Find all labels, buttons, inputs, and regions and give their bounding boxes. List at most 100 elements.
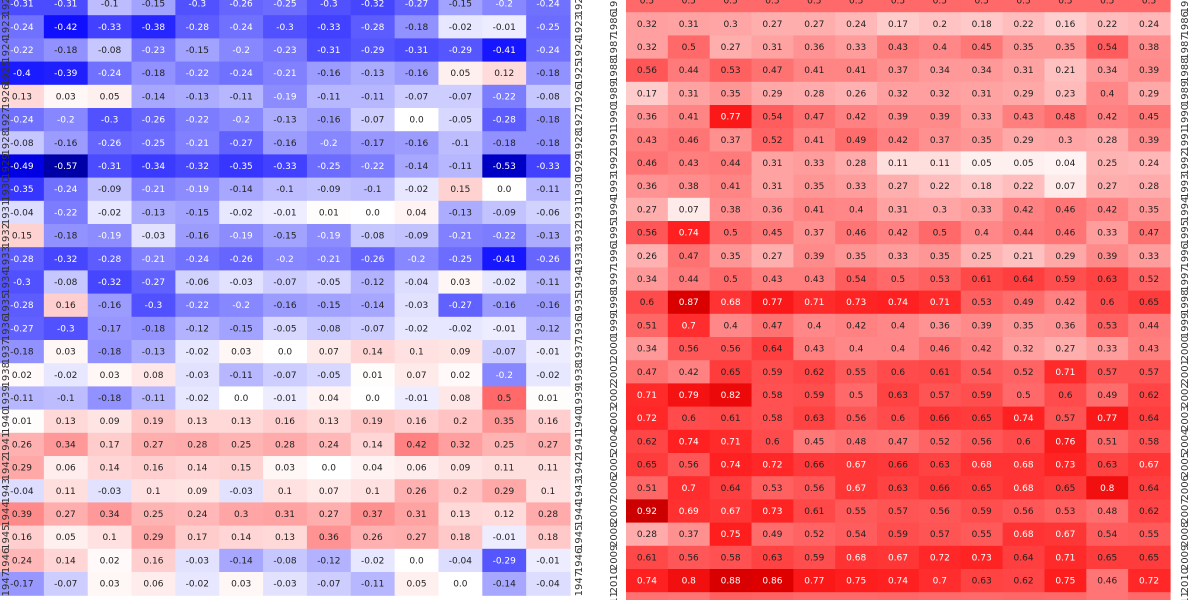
cell-value-label: 0.4 (849, 345, 864, 355)
cell-value-label: -0.05 (317, 278, 340, 288)
cell-value-label: 0.29 (1014, 136, 1034, 146)
cell-value-label: 0.41 (804, 66, 824, 76)
cell-value-label: -0.13 (186, 92, 209, 102)
cell-value-label: 0.01 (12, 417, 32, 427)
cell-value-label: 0.5 (723, 275, 737, 285)
row-label-left: 1927 (1, 107, 12, 132)
cell-value-label: -0.28 (361, 23, 385, 33)
cell-value-label: -0.57 (54, 162, 77, 172)
row-label-left: 2008 (609, 521, 620, 546)
cell-value-label: 0.77 (721, 113, 741, 123)
row-label-left: 1990 (609, 104, 620, 129)
cell-value-label: -0.1 (364, 185, 382, 195)
cell-value-label: 0.21 (1014, 252, 1034, 262)
cell-value-label: 0.5 (891, 0, 905, 7)
cell-value-label: 0.28 (804, 89, 824, 99)
cell-value-label: -0.18 (142, 324, 166, 334)
row-label-left: 2006 (609, 475, 620, 500)
cell-value-label: -0.13 (273, 116, 296, 126)
cell-value-label: 0.44 (679, 66, 699, 76)
cell-value-label: 0.24 (12, 556, 32, 566)
cell-value-label: -0.25 (317, 162, 340, 172)
cell-value-label: 0.31 (762, 43, 782, 53)
row-label: 1934 (574, 269, 585, 294)
cell-value-label: 0.5 (1016, 391, 1030, 401)
cell-value-label: 0.42 (972, 345, 992, 355)
cell-value-label: 0.59 (972, 391, 992, 401)
cell-value-label: 0.29 (1055, 252, 1075, 262)
row-label: 1943 (574, 478, 585, 503)
cell-value-label: 0.09 (450, 464, 470, 474)
cell-value-label: 0.05 (56, 533, 76, 543)
cell-value-label: 0.57 (888, 507, 908, 517)
cell-value-label: 0.59 (972, 507, 992, 517)
cell-value-label: 0.63 (762, 553, 782, 563)
cell-value-label: 0.74 (888, 577, 908, 587)
cell-value-label: -0.14 (142, 92, 166, 102)
cell-value-label: -0.02 (449, 324, 472, 334)
cell-value-label: 0.56 (679, 553, 699, 563)
cell-value-label: 0.44 (1139, 321, 1159, 331)
cell-value-label: 0.27 (319, 510, 339, 520)
row-label: 1994 (1180, 197, 1191, 222)
row-label-left: 2001 (609, 359, 620, 384)
cell-value-label: -0.03 (230, 487, 253, 497)
cell-value-label: 0.42 (679, 368, 699, 378)
cell-value-label: -0.12 (361, 278, 384, 288)
cell-value-label: -0.26 (536, 255, 560, 265)
cell-value-label: 0.5 (723, 0, 737, 7)
cell-value-label: 0.09 (450, 348, 470, 358)
cell-value-label: 0.27 (143, 440, 163, 450)
row-label-left: 1988 (609, 57, 620, 82)
row-label-left: 1939 (1, 385, 12, 410)
cell-value-label: 0.25 (1097, 159, 1117, 169)
row-label-left: 1928 (1, 130, 12, 155)
cell-value-label: -0.01 (273, 394, 296, 404)
cell-value-label: -0.1 (101, 0, 119, 10)
cell-value-label: 0.42 (888, 229, 908, 239)
cell-value-label: -0.19 (317, 232, 341, 242)
cell-value-label: 0.31 (972, 89, 992, 99)
cell-value-label: 0.07 (407, 371, 427, 381)
cell-value-label: 0.31 (679, 20, 699, 30)
cell-value-label: 0.35 (721, 252, 741, 262)
cell-value-label: -0.1 (57, 394, 75, 404)
cell-value-label: 0.5 (849, 0, 863, 7)
cell-value-label: -0.2 (232, 46, 250, 56)
cell-value-label: -0.08 (10, 139, 34, 149)
cell-value-label: 0.57 (930, 391, 950, 401)
cell-value-label: 0.3 (234, 510, 248, 520)
row-label: 1939 (574, 385, 585, 410)
cell-value-label: -0.22 (186, 69, 209, 79)
cell-value-label: 0.11 (56, 487, 76, 497)
cell-value-label: 0.42 (1097, 205, 1117, 215)
cell-value-label: 0.26 (637, 252, 657, 262)
cell-value-label: -0.22 (186, 116, 209, 126)
cell-value-label: 0.59 (1055, 275, 1075, 285)
cell-value-label: 0.53 (972, 298, 992, 308)
row-label-left: 1989 (609, 81, 620, 106)
cell-value-label: 0.1 (409, 348, 423, 358)
cell-value-label: 0.1 (102, 533, 116, 543)
cell-value-label: 0.01 (319, 208, 339, 218)
cell-value-label: -0.18 (405, 23, 429, 33)
cell-value-label: 0.1 (366, 487, 380, 497)
cell-value-label: 0.48 (846, 437, 866, 447)
cell-value-label: 0.12 (494, 510, 514, 520)
cell-value-label: 0.47 (637, 368, 657, 378)
cell-value-label: 0.64 (1139, 414, 1159, 424)
cell-value-label: 0.5 (807, 0, 821, 7)
cell-value-label: -0.11 (361, 580, 384, 590)
row-label: 1940 (574, 408, 585, 433)
cell-value-label: 0.46 (1055, 229, 1075, 239)
cell-value-label: 0.4 (891, 321, 906, 331)
cell-value-label: 0.33 (888, 252, 908, 262)
cell-value-label: -0.02 (54, 371, 77, 381)
cell-value-label: 0.5 (1142, 0, 1156, 7)
cell-value-label: 0.36 (804, 43, 824, 53)
cell-value-label: 0.54 (762, 113, 782, 123)
cell-value-label: 0.53 (762, 484, 782, 494)
cell-value-label: 0.0 (278, 348, 293, 358)
cell-value-label: -0.15 (317, 301, 340, 311)
cell-value-label: -0.02 (361, 556, 384, 566)
